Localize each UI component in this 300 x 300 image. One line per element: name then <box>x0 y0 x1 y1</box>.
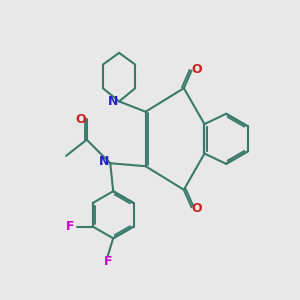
Text: N: N <box>99 155 109 168</box>
Text: N: N <box>107 95 118 108</box>
Text: F: F <box>103 255 112 268</box>
Text: O: O <box>75 112 86 126</box>
Text: O: O <box>191 63 202 76</box>
Text: O: O <box>191 202 202 215</box>
Text: F: F <box>66 220 74 233</box>
